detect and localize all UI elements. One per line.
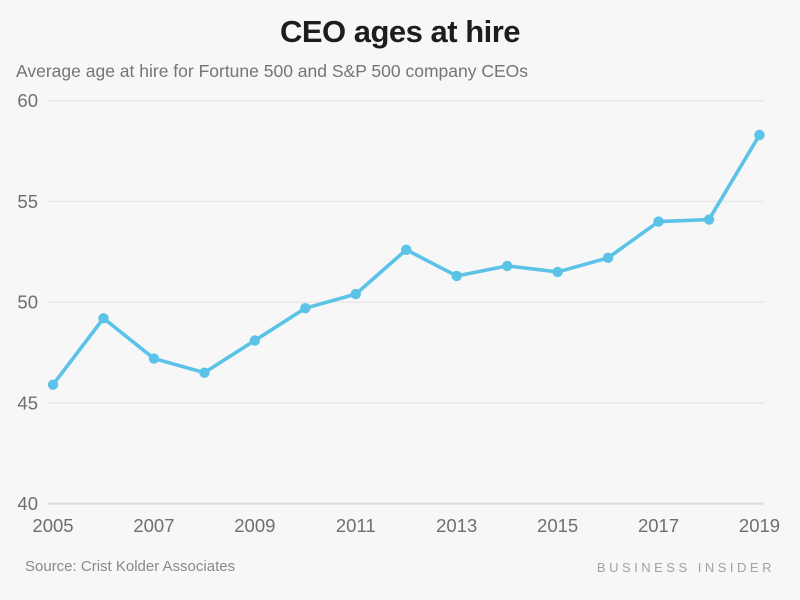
data-point bbox=[451, 270, 462, 282]
data-point bbox=[703, 214, 715, 225]
y-tick-label: 45 bbox=[17, 392, 38, 413]
data-point bbox=[501, 260, 513, 272]
x-tick-label: 2015 bbox=[537, 515, 578, 536]
data-point bbox=[401, 244, 412, 255]
source-label: Source: Crist Kolder Associates bbox=[25, 558, 236, 575]
data-point bbox=[552, 266, 563, 278]
data-point bbox=[47, 379, 59, 390]
y-tick-label: 60 bbox=[17, 90, 38, 111]
chart-subtitle: Average age at hire for Fortune 500 and … bbox=[16, 61, 529, 81]
data-point bbox=[602, 252, 614, 264]
data-point bbox=[249, 335, 261, 346]
chart-title: CEO ages at hire bbox=[279, 14, 521, 49]
y-tick-label: 50 bbox=[17, 292, 38, 313]
x-tick-label: 2005 bbox=[32, 515, 73, 536]
y-tick-label: 40 bbox=[17, 493, 38, 514]
data-point bbox=[754, 129, 765, 141]
x-tick-label: 2007 bbox=[133, 515, 174, 536]
data-point bbox=[199, 367, 210, 378]
x-tick-label: 2019 bbox=[739, 515, 780, 536]
y-tick-label: 55 bbox=[17, 191, 38, 212]
data-point bbox=[350, 288, 361, 300]
data-point bbox=[98, 313, 109, 324]
data-point bbox=[148, 353, 160, 364]
x-tick-label: 2013 bbox=[436, 515, 477, 536]
data-point bbox=[300, 302, 311, 314]
x-tick-label: 2017 bbox=[638, 515, 679, 536]
business-insider-logo: BUSINESS INSIDER bbox=[596, 560, 775, 575]
x-tick-label: 2011 bbox=[336, 515, 376, 536]
x-tick-label: 2009 bbox=[234, 515, 275, 536]
data-line bbox=[51, 133, 762, 387]
data-point bbox=[653, 216, 664, 227]
